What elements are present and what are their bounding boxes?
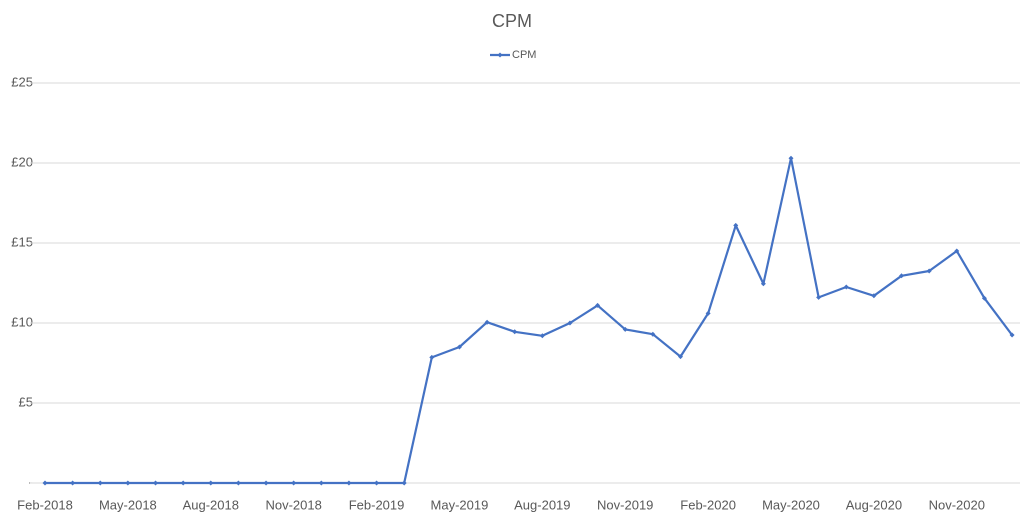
data-point (539, 333, 545, 339)
data-point (208, 480, 214, 486)
data-point (512, 329, 518, 335)
data-point (429, 354, 435, 360)
chart-title: CPM (492, 11, 532, 31)
data-point (456, 344, 462, 350)
y-tick-label: £20 (11, 154, 33, 169)
data-point (567, 320, 573, 326)
data-point (401, 480, 407, 486)
legend-label: CPM (512, 49, 536, 61)
legend-marker (497, 52, 503, 58)
x-tick-label: Nov-2019 (597, 497, 653, 512)
data-point (70, 480, 76, 486)
data-point (97, 480, 103, 486)
x-tick-label: Aug-2018 (183, 497, 239, 512)
y-tick-label: £5 (19, 394, 33, 409)
data-point (650, 331, 656, 337)
data-point (263, 480, 269, 486)
y-tick-label: £10 (11, 314, 33, 329)
series-line (45, 157, 1013, 485)
x-tick-label: May-2020 (762, 497, 820, 512)
x-tick-label: May-2018 (99, 497, 157, 512)
data-point (733, 222, 739, 228)
data-point (705, 310, 711, 316)
x-tick-label: Feb-2019 (349, 497, 405, 512)
data-point (981, 295, 987, 301)
data-point (346, 480, 352, 486)
x-tick-label: Aug-2020 (846, 497, 902, 512)
data-point (899, 273, 905, 279)
data-point (954, 248, 960, 254)
data-point (816, 294, 822, 300)
data-point (843, 284, 849, 290)
data-point (153, 480, 159, 486)
data-point (318, 480, 324, 486)
data-point (235, 480, 241, 486)
x-tick-label: Nov-2020 (929, 497, 985, 512)
data-point (125, 480, 131, 486)
x-tick-label: May-2019 (431, 497, 489, 512)
data-point (788, 155, 794, 161)
data-point (291, 480, 297, 486)
data-point (42, 480, 48, 486)
data-point (622, 326, 628, 332)
data-point (677, 354, 683, 360)
data-point (926, 268, 932, 274)
x-tick-label: Nov-2018 (265, 497, 321, 512)
data-point (374, 480, 380, 486)
data-point (1009, 332, 1015, 338)
x-tick-label: Aug-2019 (514, 497, 570, 512)
y-tick-label: - (29, 474, 33, 489)
x-tick-label: Feb-2020 (680, 497, 736, 512)
y-tick-label: £15 (11, 234, 33, 249)
data-point (871, 293, 877, 299)
data-point (595, 302, 601, 308)
data-point (180, 480, 186, 486)
data-point (760, 281, 766, 287)
y-tick-label: £25 (11, 74, 33, 89)
data-point (484, 319, 490, 325)
x-tick-label: Feb-2018 (17, 497, 73, 512)
